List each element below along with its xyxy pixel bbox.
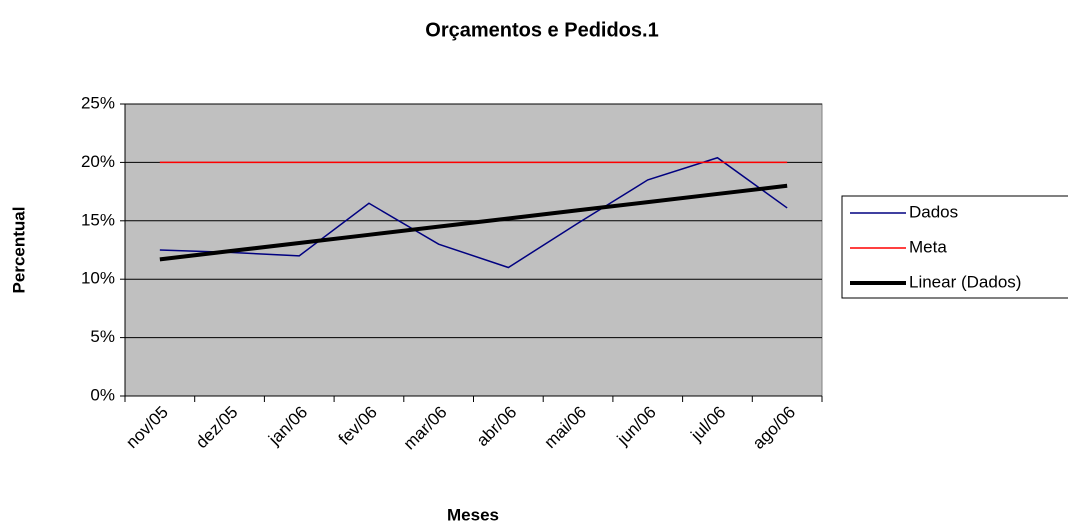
x-tick-label: fev/06 — [335, 403, 381, 449]
legend-label: Linear (Dados) — [909, 272, 1021, 291]
x-tick-label: mar/06 — [400, 403, 451, 454]
y-tick-label: 25% — [81, 93, 115, 112]
y-tick-label: 0% — [90, 385, 115, 404]
x-tick-label: jan/06 — [264, 403, 311, 450]
x-tick-label: mai/06 — [541, 403, 591, 453]
y-tick-label: 20% — [81, 152, 115, 171]
y-tick-label: 10% — [81, 269, 115, 288]
x-axis-label: Meses — [447, 505, 499, 524]
data-line — [159, 183, 788, 262]
y-axis-label: Percentual — [9, 207, 28, 294]
x-tick-label: dez/05 — [192, 403, 242, 453]
y-tick-label: 5% — [90, 327, 115, 346]
chart-title: Orçamentos e Pedidos.1 — [425, 19, 658, 41]
data-line — [159, 156, 788, 269]
legend-label: Meta — [909, 237, 947, 256]
x-tick-label: abr/06 — [473, 403, 521, 451]
x-tick-label: jul/06 — [687, 403, 730, 446]
y-tick-label: 15% — [81, 210, 115, 229]
x-tick-label: jun/06 — [613, 403, 660, 450]
legend-label: Dados — [909, 202, 958, 221]
x-tick-label: ago/06 — [749, 403, 799, 453]
x-tick-label: nov/05 — [122, 403, 172, 453]
